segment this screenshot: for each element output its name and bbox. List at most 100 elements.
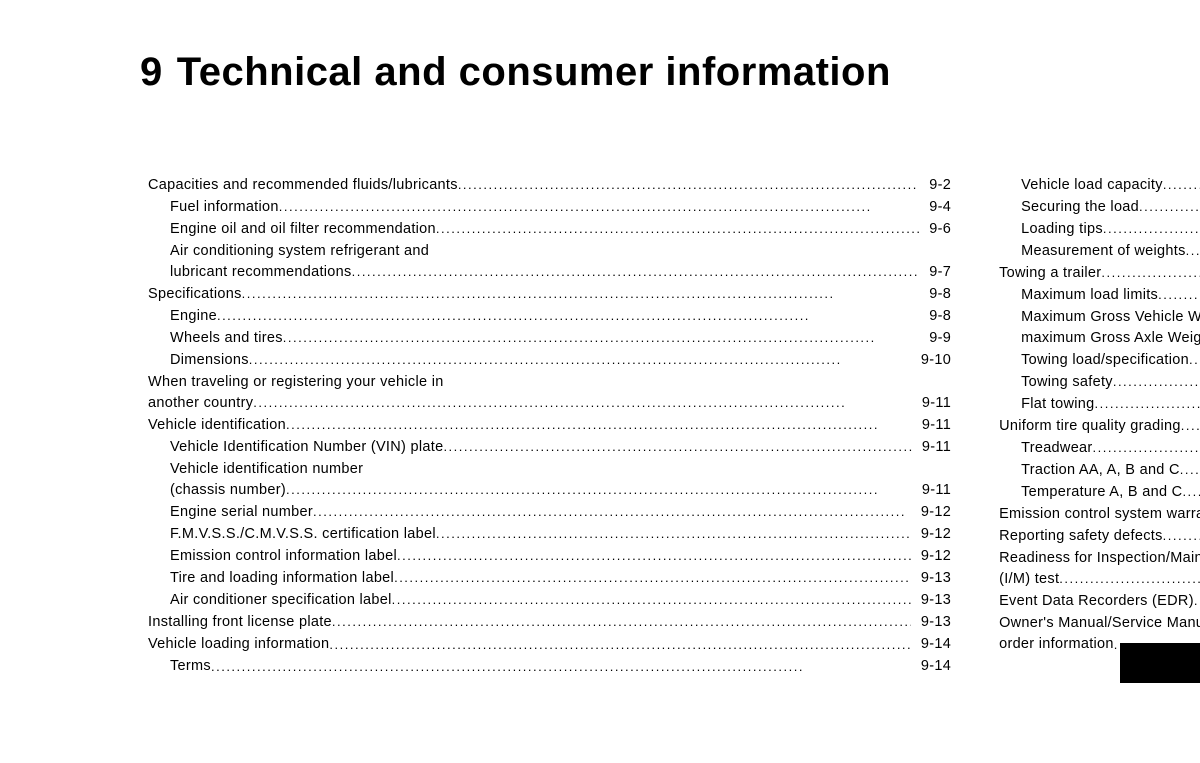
toc-entry-text: Air conditioning system refrigerant andl… [170,241,919,283]
toc-entry-text: Traction AA, A, B and C [1021,460,1200,481]
toc-leader-dots [1163,527,1200,546]
toc-entry-text: Installing front license plate [148,612,911,633]
toc-entry-text: Towing load/specification [1021,350,1200,371]
toc-entry-text: F.M.V.S.S./C.M.V.S.S. certification labe… [170,524,911,545]
toc-entry-lastline: (I/M) test [999,569,1200,590]
toc-leader-dots [1158,286,1200,305]
toc-entry: Dimensions9-10 [170,350,951,371]
toc-leader-dots [313,503,911,522]
toc-entry-label: Dimensions [170,350,249,371]
toc-entry-label: Vehicle Identification Number (VIN) plat… [170,437,443,458]
toc-entry: Air conditioner specification label9-13 [170,590,951,611]
toc-entry-lastline: Event Data Recorders (EDR) [999,591,1200,612]
toc-entry: Vehicle loading information9-14 [148,634,951,655]
toc-entry: Air conditioning system refrigerant andl… [170,241,951,283]
toc-leader-dots [1103,220,1200,239]
toc-entry-text: Wheels and tires [170,328,919,349]
toc-entry-label: Air conditioner specification label [170,590,392,611]
toc-entry: Engine oil and oil filter recommendation… [170,219,951,240]
toc-entry-text: Uniform tire quality grading [999,416,1200,437]
toc-entry-lastline: Terms [170,656,911,677]
toc-leader-dots [1163,176,1200,195]
toc-entry-lastline: Emission control system warranty [999,504,1200,525]
toc-entry-lastline: Installing front license plate [148,612,911,633]
toc-entry-label: Vehicle loading information [148,634,329,655]
toc-entry-label: (chassis number) [170,480,286,501]
toc-entry-label: Terms [170,656,211,677]
toc-entry: Tire and loading information label9-13 [170,568,951,589]
toc-entry: Towing a trailer9-18 [999,263,1200,284]
toc-entry-line: Maximum Gross Vehicle Weight (GVW)/ [1021,307,1200,328]
toc-leader-dots [329,636,910,655]
toc-entry-lastline: Engine oil and oil filter recommendation [170,219,919,240]
toc-entry-label: Securing the load [1021,197,1139,218]
toc-leader-dots [283,329,919,348]
toc-entry: Capacities and recommended fluids/lubric… [148,175,951,196]
toc-page-ref: 9-12 [911,546,951,567]
toc-entry-lastline: Engine [170,306,919,327]
toc-entry: Flat towing9-30 [1021,394,1200,415]
toc-leader-dots [1182,483,1200,502]
toc-page-ref: 9-14 [911,656,951,677]
toc-entry-text: Temperature A, B and C [1021,482,1200,503]
toc-entry: Terms 9-14 [170,656,951,677]
chapter-heading: 9 Technical and consumer information [140,50,1100,95]
toc-leader-dots [397,547,911,566]
toc-page-ref: 9-2 [919,175,951,196]
toc-entry-lastline: Towing safety [1021,372,1200,393]
toc-entry-label: Towing load/specification [1021,350,1189,371]
toc-entry-text: Emission control system warranty [999,504,1200,525]
toc-entry: Treadwear9-30 [1021,438,1200,459]
toc-entry-text: Measurement of weights [1021,241,1200,262]
chapter-title: Technical and consumer information [177,50,891,95]
toc-entry-label: Uniform tire quality grading [999,416,1181,437]
toc-leader-dots [286,416,912,435]
toc-entry-label: Flat towing [1021,394,1094,415]
toc-entry-lastline: Capacities and recommended fluids/lubric… [148,175,919,196]
toc-entry-label: Wheels and tires [170,328,283,349]
toc-entry-line: When traveling or registering your vehic… [148,372,912,393]
toc-page-ref: 9-8 [919,284,951,305]
toc-entry-text: Specifications [148,284,919,305]
toc-entry: Towing safety9-22 [1021,372,1200,393]
toc-entry: Reporting safety defects9-32 [999,526,1200,547]
toc-leader-dots [1139,198,1200,217]
toc-entry-text: Vehicle loading information [148,634,911,655]
toc-entry-text: Emission control information label [170,546,911,567]
toc-entry-label: order information [999,634,1114,655]
toc-entry-lastline: Maximum load limits [1021,285,1200,306]
toc-leader-dots [436,525,911,544]
toc-entry-line: Owner's Manual/Service Manual [999,613,1200,634]
toc-entry: Maximum load limits9-18 [1021,285,1200,306]
toc-entry-lastline: Treadwear [1021,438,1200,459]
toc-leader-dots [392,591,911,610]
toc-entry: Vehicle load capacity9-15 [1021,175,1200,196]
toc-entry-lastline: (chassis number) [170,480,912,501]
toc-entry-text: Engine [170,306,919,327]
toc-entry-text: Flat towing [1021,394,1200,415]
toc-entry-label: Treadwear [1021,438,1092,459]
toc-page-ref: 9-7 [919,262,951,283]
toc-entry-text: Securing the load [1021,197,1200,218]
toc-entry-label: Towing safety [1021,372,1113,393]
toc-entry: Emission control system warranty9-31 [999,504,1200,525]
toc-entry-label: Towing a trailer [999,263,1101,284]
toc-entry-label: Reporting safety defects [999,526,1163,547]
toc-entry-text: Towing safety [1021,372,1200,393]
toc-entry-text: Towing a trailer [999,263,1200,284]
toc-entry-lastline: Flat towing [1021,394,1200,415]
toc-entry-lastline: Traction AA, A, B and C [1021,460,1200,481]
toc-entry-lastline: Towing a trailer [999,263,1200,284]
toc-entry-label: F.M.V.S.S./C.M.V.S.S. certification labe… [170,524,436,545]
toc-leader-dots [1093,439,1200,458]
toc-entry-text: Event Data Recorders (EDR) [999,591,1200,612]
toc-leader-dots [1180,461,1200,480]
toc-entry-text: Loading tips [1021,219,1200,240]
toc-entry-text: Engine oil and oil filter recommendation [170,219,919,240]
toc-leader-dots [211,658,911,677]
toc-leader-dots [458,176,919,195]
toc-entry-label: Engine serial number [170,502,313,523]
toc-entry-text: Vehicle identification [148,415,912,436]
toc-leader-dots [1194,592,1200,611]
toc-leader-dots [1095,395,1200,414]
